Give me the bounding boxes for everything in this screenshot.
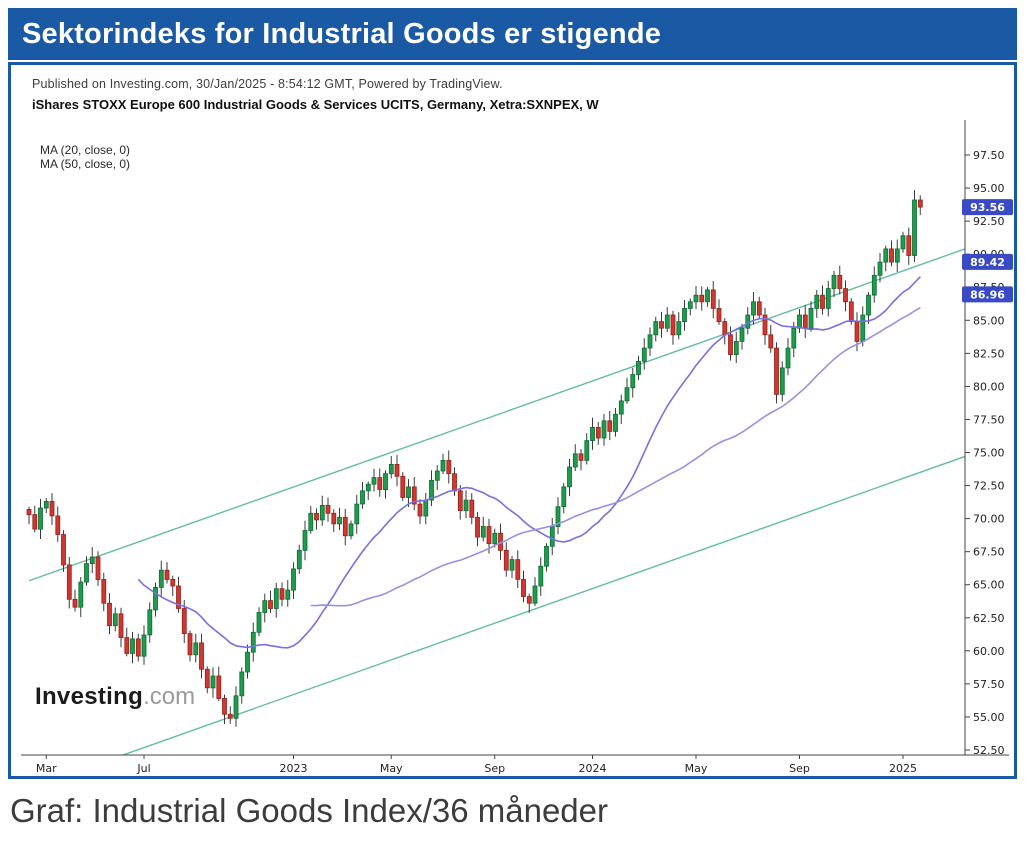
investing-logo-text: Investing (35, 683, 144, 710)
price-badge: 93.56 (962, 199, 1013, 216)
investing-logo: Investing.com (35, 683, 195, 711)
ma20-label: MA (20, close, 0) (40, 143, 131, 157)
figure-caption: Graf: Industrial Goods Index/36 måneder (10, 792, 608, 829)
x-tick-label: May (380, 762, 403, 775)
article-title-bar: Sektorindeks for Industrial Goods er sti… (8, 8, 1017, 60)
price-badge: 89.42 (962, 253, 1013, 270)
y-tick-label: 60.00 (973, 645, 1005, 658)
y-tick-label: 75.00 (973, 447, 1005, 460)
x-tick-label: May (685, 762, 708, 775)
axes: 97.5095.0092.5090.0087.5085.0082.5080.00… (21, 120, 1009, 775)
y-tick-label: 62.50 (973, 612, 1005, 625)
price-badge: 86.96 (962, 286, 1013, 303)
y-tick-label: 97.50 (973, 149, 1005, 162)
y-tick-label: 77.50 (973, 413, 1005, 426)
investing-logo-domain: .com (143, 683, 196, 710)
y-tick-label: 95.00 (973, 182, 1005, 195)
x-tick-label: Sep (789, 762, 810, 775)
price-chart: 97.5095.0092.5090.0087.5085.0082.5080.00… (21, 120, 1013, 775)
y-tick-label: 70.00 (973, 513, 1005, 526)
trend-channel-lower (120, 455, 965, 755)
x-tick-label: Sep (484, 762, 505, 775)
trend-channel (29, 248, 965, 755)
ma20-line (137, 276, 921, 649)
y-tick-label: 57.50 (973, 678, 1005, 691)
y-tick-label: 55.00 (973, 711, 1005, 724)
y-tick-label: 65.00 (973, 579, 1005, 592)
ma-legend: MA (20, close, 0) MA (50, close, 0) (40, 143, 130, 171)
y-tick-label: 82.50 (973, 347, 1005, 360)
x-tick-label: 2023 (280, 762, 308, 775)
x-tick-label: Jul (136, 762, 150, 775)
x-tick-label: 2024 (579, 762, 607, 775)
chart-panel: Published on Investing.com, 30/Jan/2025 … (8, 62, 1017, 779)
x-tick-label: 2025 (889, 762, 917, 775)
instrument-title: iShares STOXX Europe 600 Industrial Good… (32, 97, 599, 112)
y-tick-label: 85.00 (973, 314, 1005, 327)
article-title: Sektorindeks for Industrial Goods er sti… (22, 17, 662, 50)
trend-channel-upper (29, 248, 965, 582)
y-tick-label: 72.50 (973, 480, 1005, 493)
x-tick-label: Mar (36, 762, 57, 775)
candles-layer (26, 190, 923, 727)
price-badge-value: 89.42 (970, 256, 1005, 269)
y-tick-label: 92.50 (973, 215, 1005, 228)
price-badge-value: 86.96 (970, 288, 1005, 301)
ma50-line (310, 307, 921, 607)
ma50-label: MA (50, close, 0) (40, 157, 131, 171)
y-tick-label: 80.00 (973, 380, 1005, 393)
y-tick-label: 67.50 (973, 546, 1005, 559)
price-badge-value: 93.56 (970, 201, 1005, 214)
y-tick-label: 52.50 (973, 744, 1005, 757)
published-line: Published on Investing.com, 30/Jan/2025 … (32, 77, 503, 91)
